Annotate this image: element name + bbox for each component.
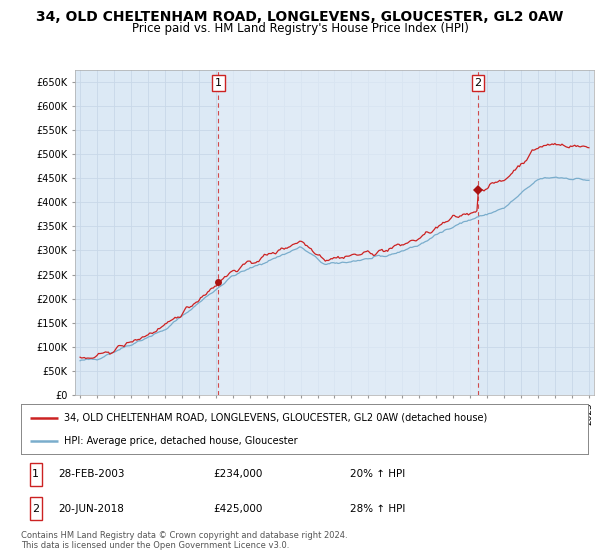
Text: 34, OLD CHELTENHAM ROAD, LONGLEVENS, GLOUCESTER, GL2 0AW (detached house): 34, OLD CHELTENHAM ROAD, LONGLEVENS, GLO… (64, 413, 487, 423)
Text: 20% ↑ HPI: 20% ↑ HPI (350, 469, 405, 479)
Text: 28% ↑ HPI: 28% ↑ HPI (350, 503, 405, 514)
Text: £234,000: £234,000 (214, 469, 263, 479)
Text: 28-FEB-2003: 28-FEB-2003 (58, 469, 124, 479)
Text: 2: 2 (32, 503, 40, 514)
Text: 20-JUN-2018: 20-JUN-2018 (58, 503, 124, 514)
Text: 2: 2 (475, 78, 482, 88)
Bar (218, 70, 478, 395)
Text: HPI: Average price, detached house, Gloucester: HPI: Average price, detached house, Glou… (64, 436, 297, 446)
Text: Contains HM Land Registry data © Crown copyright and database right 2024.
This d: Contains HM Land Registry data © Crown c… (21, 531, 347, 550)
FancyBboxPatch shape (29, 497, 42, 520)
Text: 1: 1 (32, 469, 39, 479)
Text: £425,000: £425,000 (214, 503, 263, 514)
FancyBboxPatch shape (29, 463, 42, 486)
Text: Price paid vs. HM Land Registry's House Price Index (HPI): Price paid vs. HM Land Registry's House … (131, 22, 469, 35)
Text: 34, OLD CHELTENHAM ROAD, LONGLEVENS, GLOUCESTER, GL2 0AW: 34, OLD CHELTENHAM ROAD, LONGLEVENS, GLO… (37, 10, 563, 24)
Text: 1: 1 (215, 78, 222, 88)
